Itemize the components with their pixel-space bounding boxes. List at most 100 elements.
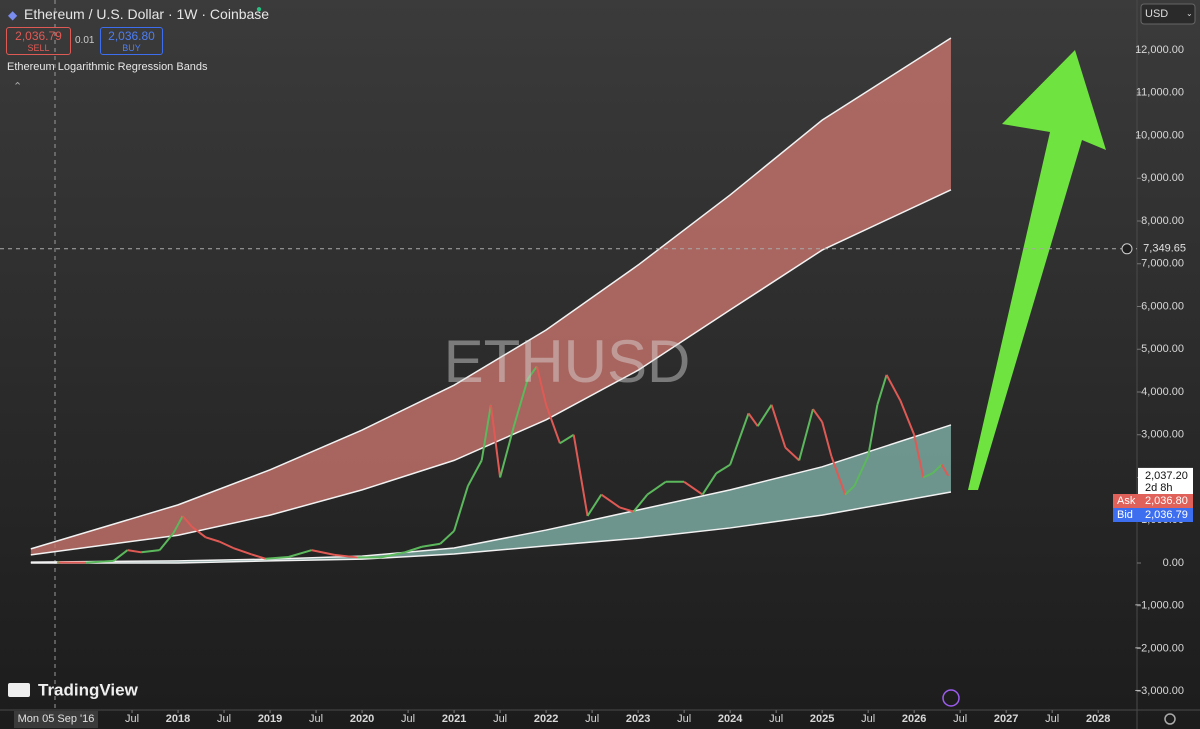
y-tick-label: 0.00 bbox=[1163, 557, 1184, 569]
brand: TradingView bbox=[38, 680, 139, 699]
x-tick-label: Jul bbox=[861, 713, 875, 725]
price-segment bbox=[770, 404, 787, 448]
price-segment bbox=[141, 549, 160, 554]
buy-label: BUY bbox=[122, 43, 141, 53]
axes: −3,000.00−2,000.00−1,000.000.001,000.002… bbox=[0, 44, 1193, 728]
sell-price: 2,036.79 bbox=[15, 29, 62, 43]
price-segment bbox=[535, 366, 548, 406]
price-segment bbox=[489, 404, 502, 478]
crosshair-date: Mon 05 Sep '16 bbox=[18, 713, 95, 725]
band-edge bbox=[30, 189, 952, 556]
price-segment bbox=[756, 404, 773, 427]
price-segment bbox=[619, 506, 634, 513]
price-segment bbox=[512, 378, 529, 427]
band-edge bbox=[30, 37, 952, 550]
crosshair-price: 7,349.65 bbox=[1143, 243, 1186, 255]
x-tick-label: 2018 bbox=[166, 713, 190, 725]
settings-icon[interactable] bbox=[1164, 713, 1176, 725]
x-tick-label: Jul bbox=[677, 713, 691, 725]
last-price-box bbox=[1138, 467, 1193, 498]
y-tick-label: −1,000.00 bbox=[1135, 600, 1184, 612]
price-segment bbox=[830, 455, 847, 495]
buy-button[interactable]: 2,036.80 BUY bbox=[100, 27, 163, 55]
last-price: 2,037.20 bbox=[1145, 470, 1188, 482]
price-segment bbox=[586, 494, 603, 517]
price-segment bbox=[931, 463, 943, 474]
x-tick-label: Jul bbox=[401, 713, 415, 725]
y-tick-label: 10,000.00 bbox=[1135, 129, 1184, 141]
price-segment bbox=[844, 485, 856, 496]
x-tick-label: Jul bbox=[125, 713, 139, 725]
price-segment bbox=[812, 408, 823, 423]
x-tick-label: Jul bbox=[953, 713, 967, 725]
price-segment bbox=[940, 464, 950, 477]
ask-box bbox=[1113, 494, 1193, 508]
price-segment bbox=[311, 549, 335, 556]
x-tick-label: Jul bbox=[309, 713, 323, 725]
band-edge bbox=[30, 491, 952, 564]
price-segment bbox=[288, 549, 312, 558]
bid-label: Bid bbox=[1117, 509, 1133, 521]
crosshair-date-box bbox=[14, 711, 98, 728]
sell-button[interactable]: 2,036.79 SELL bbox=[6, 27, 71, 55]
price-segment bbox=[885, 374, 902, 402]
watermark: ETHUSD bbox=[444, 328, 691, 395]
price-segment bbox=[747, 412, 759, 427]
y-tick-label: 9,000.00 bbox=[1141, 172, 1184, 184]
y-tick-label: 4,000.00 bbox=[1141, 386, 1184, 398]
symbol-title: Ethereum / U.S. Dollar · 1W · Coinbase bbox=[24, 6, 270, 22]
price-segment bbox=[403, 545, 423, 554]
price-segment bbox=[545, 404, 561, 444]
currency-label: USD bbox=[1145, 8, 1168, 20]
collapse-toggle[interactable]: ⌃ bbox=[13, 81, 23, 93]
x-tick-label: 2024 bbox=[718, 713, 743, 725]
price-segment bbox=[867, 404, 879, 457]
currency-select[interactable] bbox=[1140, 3, 1196, 25]
x-tick-label: 2028 bbox=[1086, 713, 1110, 725]
x-tick-label: 2019 bbox=[258, 713, 282, 725]
price-segment bbox=[480, 404, 492, 461]
band-edge bbox=[30, 424, 952, 563]
price-segment bbox=[701, 472, 718, 496]
indicator-name: Ethereum Logarithmic Regression Bands bbox=[7, 61, 208, 73]
y-tick-label: 11,000.00 bbox=[1136, 87, 1184, 99]
y-tick-label: 8,000.00 bbox=[1141, 215, 1184, 227]
ask-price: 2,036.80 bbox=[1145, 495, 1188, 507]
y-tick-label: −2,000.00 bbox=[1135, 642, 1184, 654]
price-segment bbox=[559, 433, 575, 445]
x-tick-label: 2025 bbox=[810, 713, 834, 725]
ask-label: Ask bbox=[1117, 495, 1136, 507]
dropdown-caret: ⌄ bbox=[1186, 9, 1193, 18]
x-tick-label: 2022 bbox=[534, 713, 558, 725]
y-tick-label: 3,000.00 bbox=[1141, 429, 1184, 441]
price-segment bbox=[646, 480, 667, 496]
price-segment bbox=[600, 493, 621, 509]
price-segment bbox=[191, 525, 207, 539]
price-segment bbox=[85, 559, 114, 564]
price-segment bbox=[913, 434, 925, 478]
price-segment bbox=[467, 459, 483, 487]
x-tick-label: 2020 bbox=[350, 713, 374, 725]
price-segment bbox=[251, 553, 266, 560]
price-segment bbox=[181, 515, 193, 528]
spread: 0.01 bbox=[75, 35, 95, 46]
buy-price: 2,036.80 bbox=[108, 29, 155, 43]
price-segment bbox=[876, 374, 888, 406]
price-segment bbox=[158, 532, 175, 551]
y-tick-label: −3,000.00 bbox=[1135, 685, 1184, 697]
price-segment bbox=[453, 485, 469, 532]
y-tick-label: 7,000.00 bbox=[1141, 258, 1184, 270]
bid-box bbox=[1113, 508, 1193, 522]
bid-price: 2,036.79 bbox=[1145, 509, 1188, 521]
flash-icon[interactable] bbox=[942, 689, 960, 707]
sell-label: SELL bbox=[27, 43, 50, 53]
y-tick-label: 12,000.00 bbox=[1135, 44, 1184, 56]
x-tick-label: Jul bbox=[1045, 713, 1059, 725]
price-segment bbox=[784, 446, 800, 462]
price-segment bbox=[334, 553, 358, 559]
symbol-icon: ◆ bbox=[8, 8, 18, 22]
price-segment bbox=[798, 408, 814, 461]
price-segment bbox=[729, 413, 750, 466]
price-segment bbox=[127, 549, 142, 554]
